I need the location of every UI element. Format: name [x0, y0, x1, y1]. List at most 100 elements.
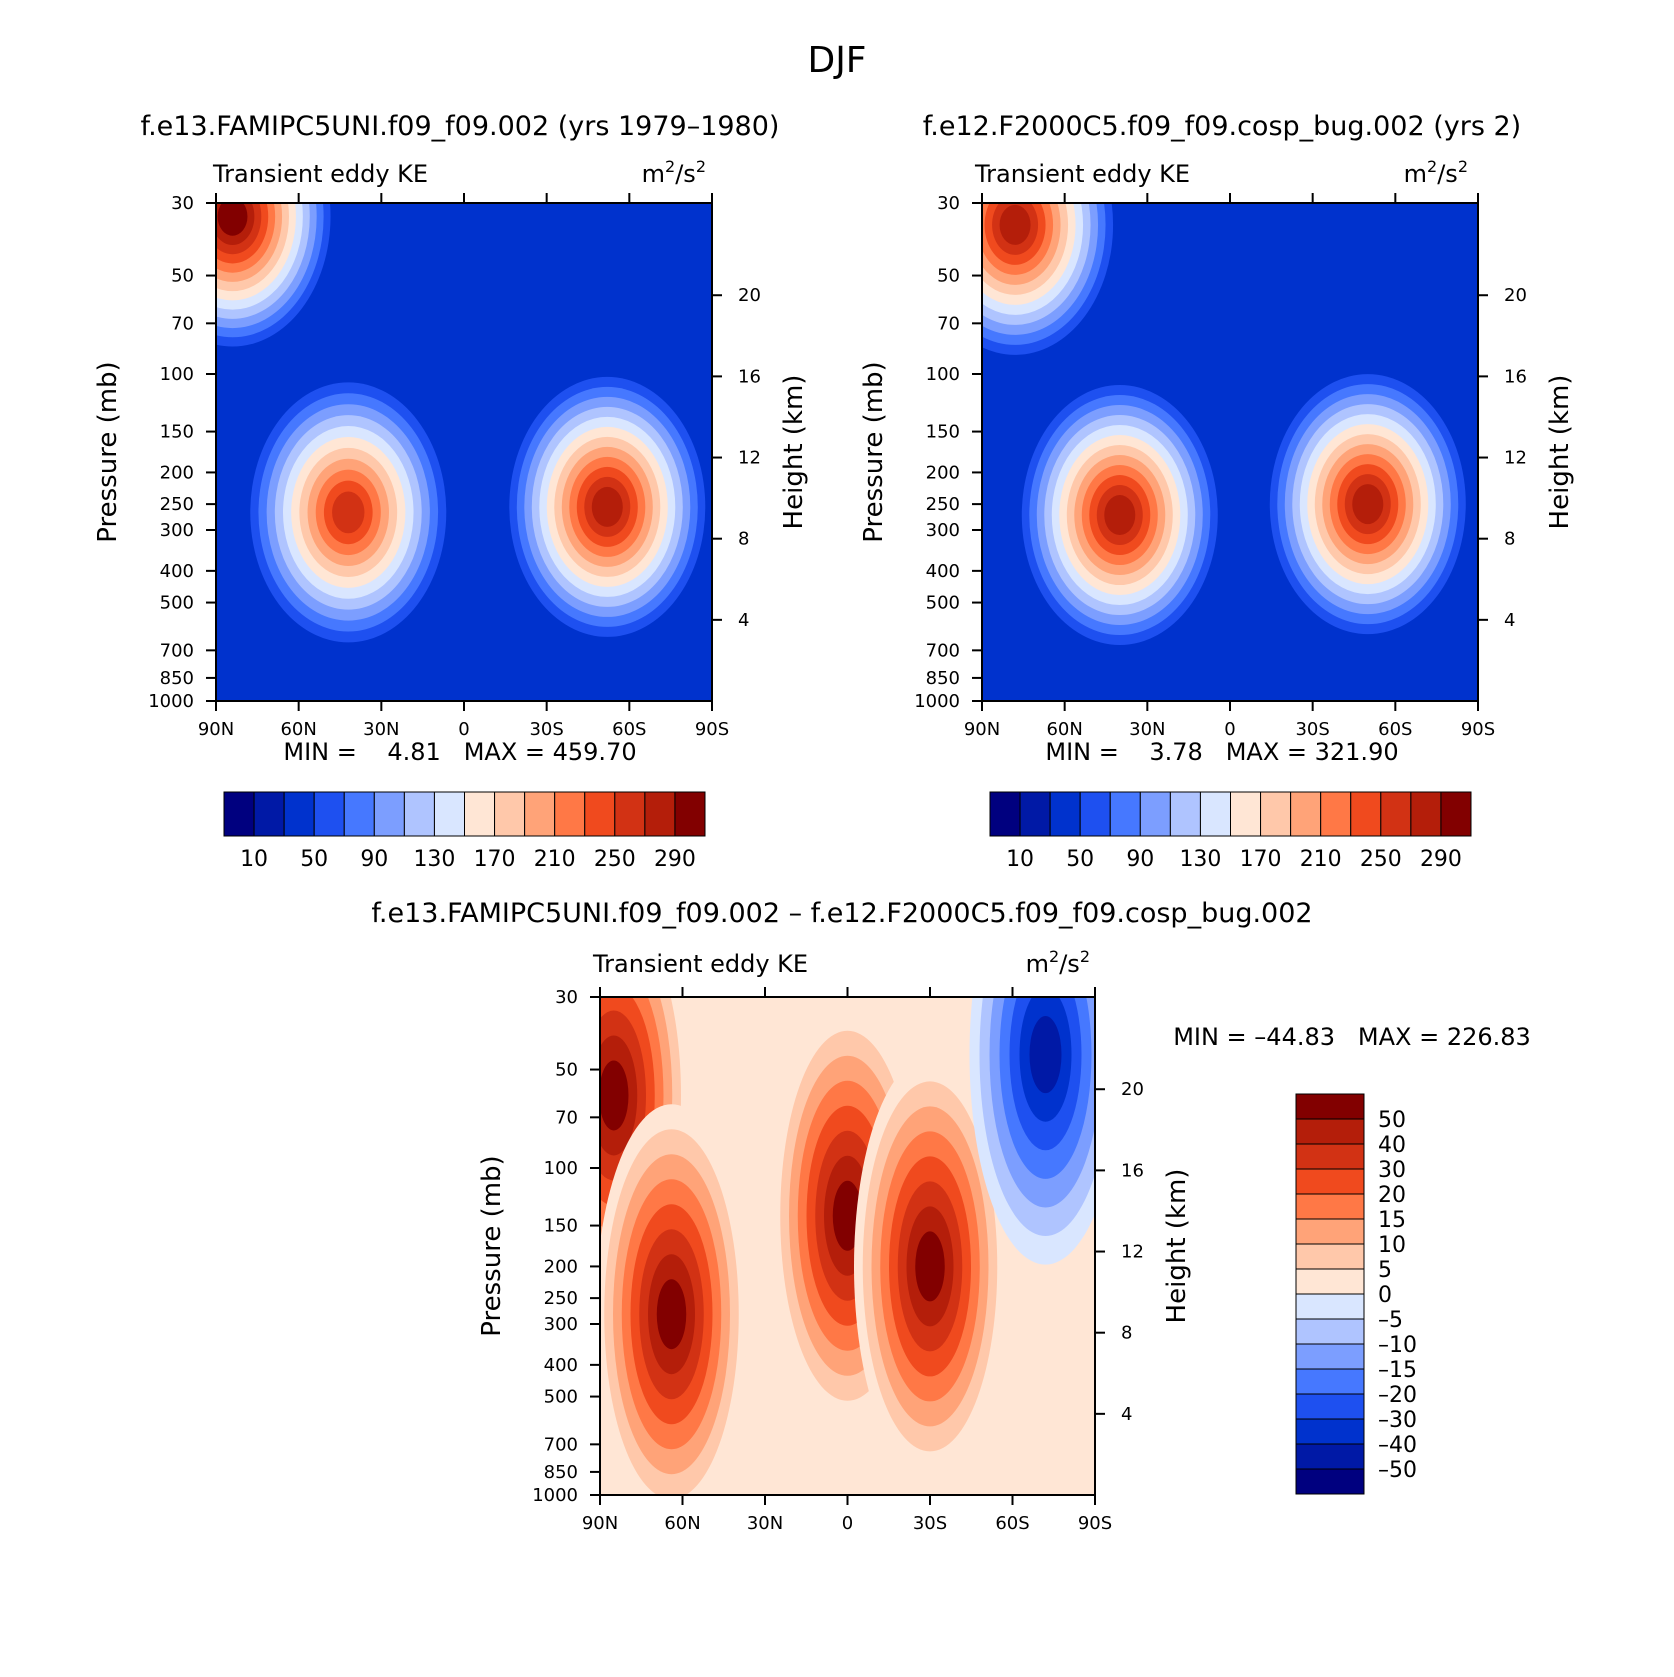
colorbar-box	[1295, 1118, 1365, 1145]
panel-3-title: f.e13.FAMIPC5UNI.f09_f09.002 – f.e12.F20…	[371, 898, 1312, 929]
colorbar-tick-label: –40	[1378, 1433, 1417, 1458]
y-tick-label: 500	[544, 1387, 578, 1408]
panel-3-units: m2/s2	[1026, 947, 1090, 978]
height-tick-label: 12	[1121, 1242, 1144, 1263]
colorbar-box	[554, 791, 586, 837]
colorbar-tick-label: 210	[534, 847, 576, 872]
height-tick-label: 16	[738, 366, 761, 387]
colorbar-tick-label: –10	[1378, 1333, 1417, 1358]
x-tick-label: 90S	[695, 719, 729, 740]
colorbar-box	[1380, 791, 1412, 837]
colorbar-tick-label: 30	[1378, 1158, 1406, 1183]
figure-title: DJF	[807, 40, 866, 81]
colorbar-tick-label: –20	[1378, 1383, 1417, 1408]
y-tick-label: 100	[160, 364, 194, 385]
panel-2-plot: 90N 60N 30N 0 30S 60S 90S 30 50 70 100 150 200 250 300…	[859, 193, 1575, 740]
colorbar-box	[1295, 1443, 1365, 1470]
colorbar-box	[1260, 791, 1292, 837]
colorbar-box	[1295, 1368, 1365, 1395]
colorbar-box	[524, 791, 556, 837]
colorbar-box	[1440, 791, 1472, 837]
x-tick-label: 30S	[913, 1513, 947, 1534]
x-tick-label: 30N	[363, 719, 399, 740]
colorbar-box	[1169, 791, 1201, 837]
height-tick-label: 16	[1504, 366, 1527, 387]
colorbar-box	[1230, 791, 1262, 837]
y-tick-label: 50	[555, 1060, 578, 1081]
y-tick-label: 70	[555, 1107, 578, 1128]
colorbar-box	[1295, 1218, 1365, 1245]
y-tick-label: 150	[544, 1216, 578, 1237]
colorbar-tick-label: 20	[1378, 1183, 1406, 1208]
height-tick-label: 20	[1504, 285, 1527, 306]
colorbar-box	[674, 791, 706, 837]
field-contour	[915, 1231, 945, 1302]
y-tick-label: 400	[926, 561, 960, 582]
x-tick-label: 60S	[612, 719, 646, 740]
colorbar-tick-label: –30	[1378, 1408, 1417, 1433]
colorbar-tick-label: 15	[1378, 1208, 1406, 1233]
colorbar-box	[494, 791, 526, 837]
height-tick-label: 16	[1121, 1160, 1144, 1181]
height-tick-label: 4	[1504, 610, 1515, 631]
height-tick-label: 12	[738, 448, 761, 469]
y-tick-label: 300	[544, 1314, 578, 1335]
y-tick-label: 1000	[532, 1485, 578, 1506]
colorbar-box	[1109, 791, 1141, 837]
y-axis-label: Pressure (mb)	[477, 1155, 507, 1336]
y-tick-label: 400	[544, 1355, 578, 1376]
y-tick-label: 70	[937, 313, 960, 334]
y-tick-label: 100	[544, 1158, 578, 1179]
colorbar-box	[644, 791, 676, 837]
colorbar-tick-label: 40	[1378, 1133, 1406, 1158]
x-tick-label: 60S	[1378, 719, 1412, 740]
x-tick-label: 90S	[1078, 1513, 1112, 1534]
colorbar-tick-label: –50	[1378, 1458, 1417, 1483]
x-tick-label: 0	[458, 719, 469, 740]
y-tick-label: 400	[160, 561, 194, 582]
panel-1-colorbar: 10 50 90 130 170 210 250 290	[223, 791, 706, 872]
y-axis-label: Pressure (mb)	[93, 361, 123, 542]
x-tick-label: 30N	[1129, 719, 1165, 740]
colorbar-box	[1295, 1093, 1365, 1120]
y-axis-label: Pressure (mb)	[859, 361, 889, 542]
colorbar-box	[313, 791, 345, 837]
field-contour	[999, 204, 1031, 245]
y-tick-label: 200	[926, 462, 960, 483]
colorbar-box	[223, 791, 255, 837]
y-tick-label: 300	[926, 520, 960, 541]
x-tick-label: 30S	[1295, 719, 1329, 740]
y-tick-label: 250	[926, 494, 960, 515]
y-tick-label: 250	[544, 1288, 578, 1309]
panel-2-units: m2/s2	[1404, 157, 1468, 188]
y-tick-label: 50	[937, 266, 960, 287]
field-contour	[1104, 495, 1136, 536]
y-tick-label: 250	[160, 494, 194, 515]
panel-1-units: m2/s2	[642, 157, 706, 188]
panel-3-left-string: Transient eddy KE	[592, 950, 808, 978]
colorbar-tick-label: 10	[1006, 847, 1034, 872]
y-tick-label: 30	[171, 193, 194, 214]
height-tick-label: 20	[738, 285, 761, 306]
y-tick-label: 700	[544, 1434, 578, 1455]
right-axis-label: Height (km)	[1162, 1169, 1192, 1324]
y-tick-label: 150	[926, 422, 960, 443]
colorbar-tick-label: –5	[1378, 1308, 1403, 1333]
colorbar-tick-label: 250	[1360, 847, 1402, 872]
colorbar-box	[1295, 1243, 1365, 1270]
y-tick-label: 50	[171, 266, 194, 287]
y-tick-label: 850	[160, 668, 194, 689]
x-tick-label: 30S	[529, 719, 563, 740]
colorbar-box	[283, 791, 315, 837]
panel-1-title: f.e13.FAMIPC5UNI.f09_f09.002 (yrs 1979–1…	[141, 111, 780, 142]
colorbar-box	[1320, 791, 1352, 837]
colorbar-tick-label: 50	[1378, 1108, 1406, 1133]
colorbar-box	[1295, 1168, 1365, 1195]
colorbar-box	[1290, 791, 1322, 837]
panel-1-stats: MIN = 4.81 MAX = 459.70	[283, 738, 636, 766]
colorbar-box	[433, 791, 465, 837]
panel-2: f.e12.F2000C5.f09_f09.cosp_bug.002 (yrs …	[859, 111, 1575, 872]
x-tick-label: 60N	[1046, 719, 1082, 740]
height-tick-label: 4	[1121, 1404, 1132, 1425]
panel-2-colorbar: 10 50 90 130 170 210 250 290	[989, 791, 1472, 872]
